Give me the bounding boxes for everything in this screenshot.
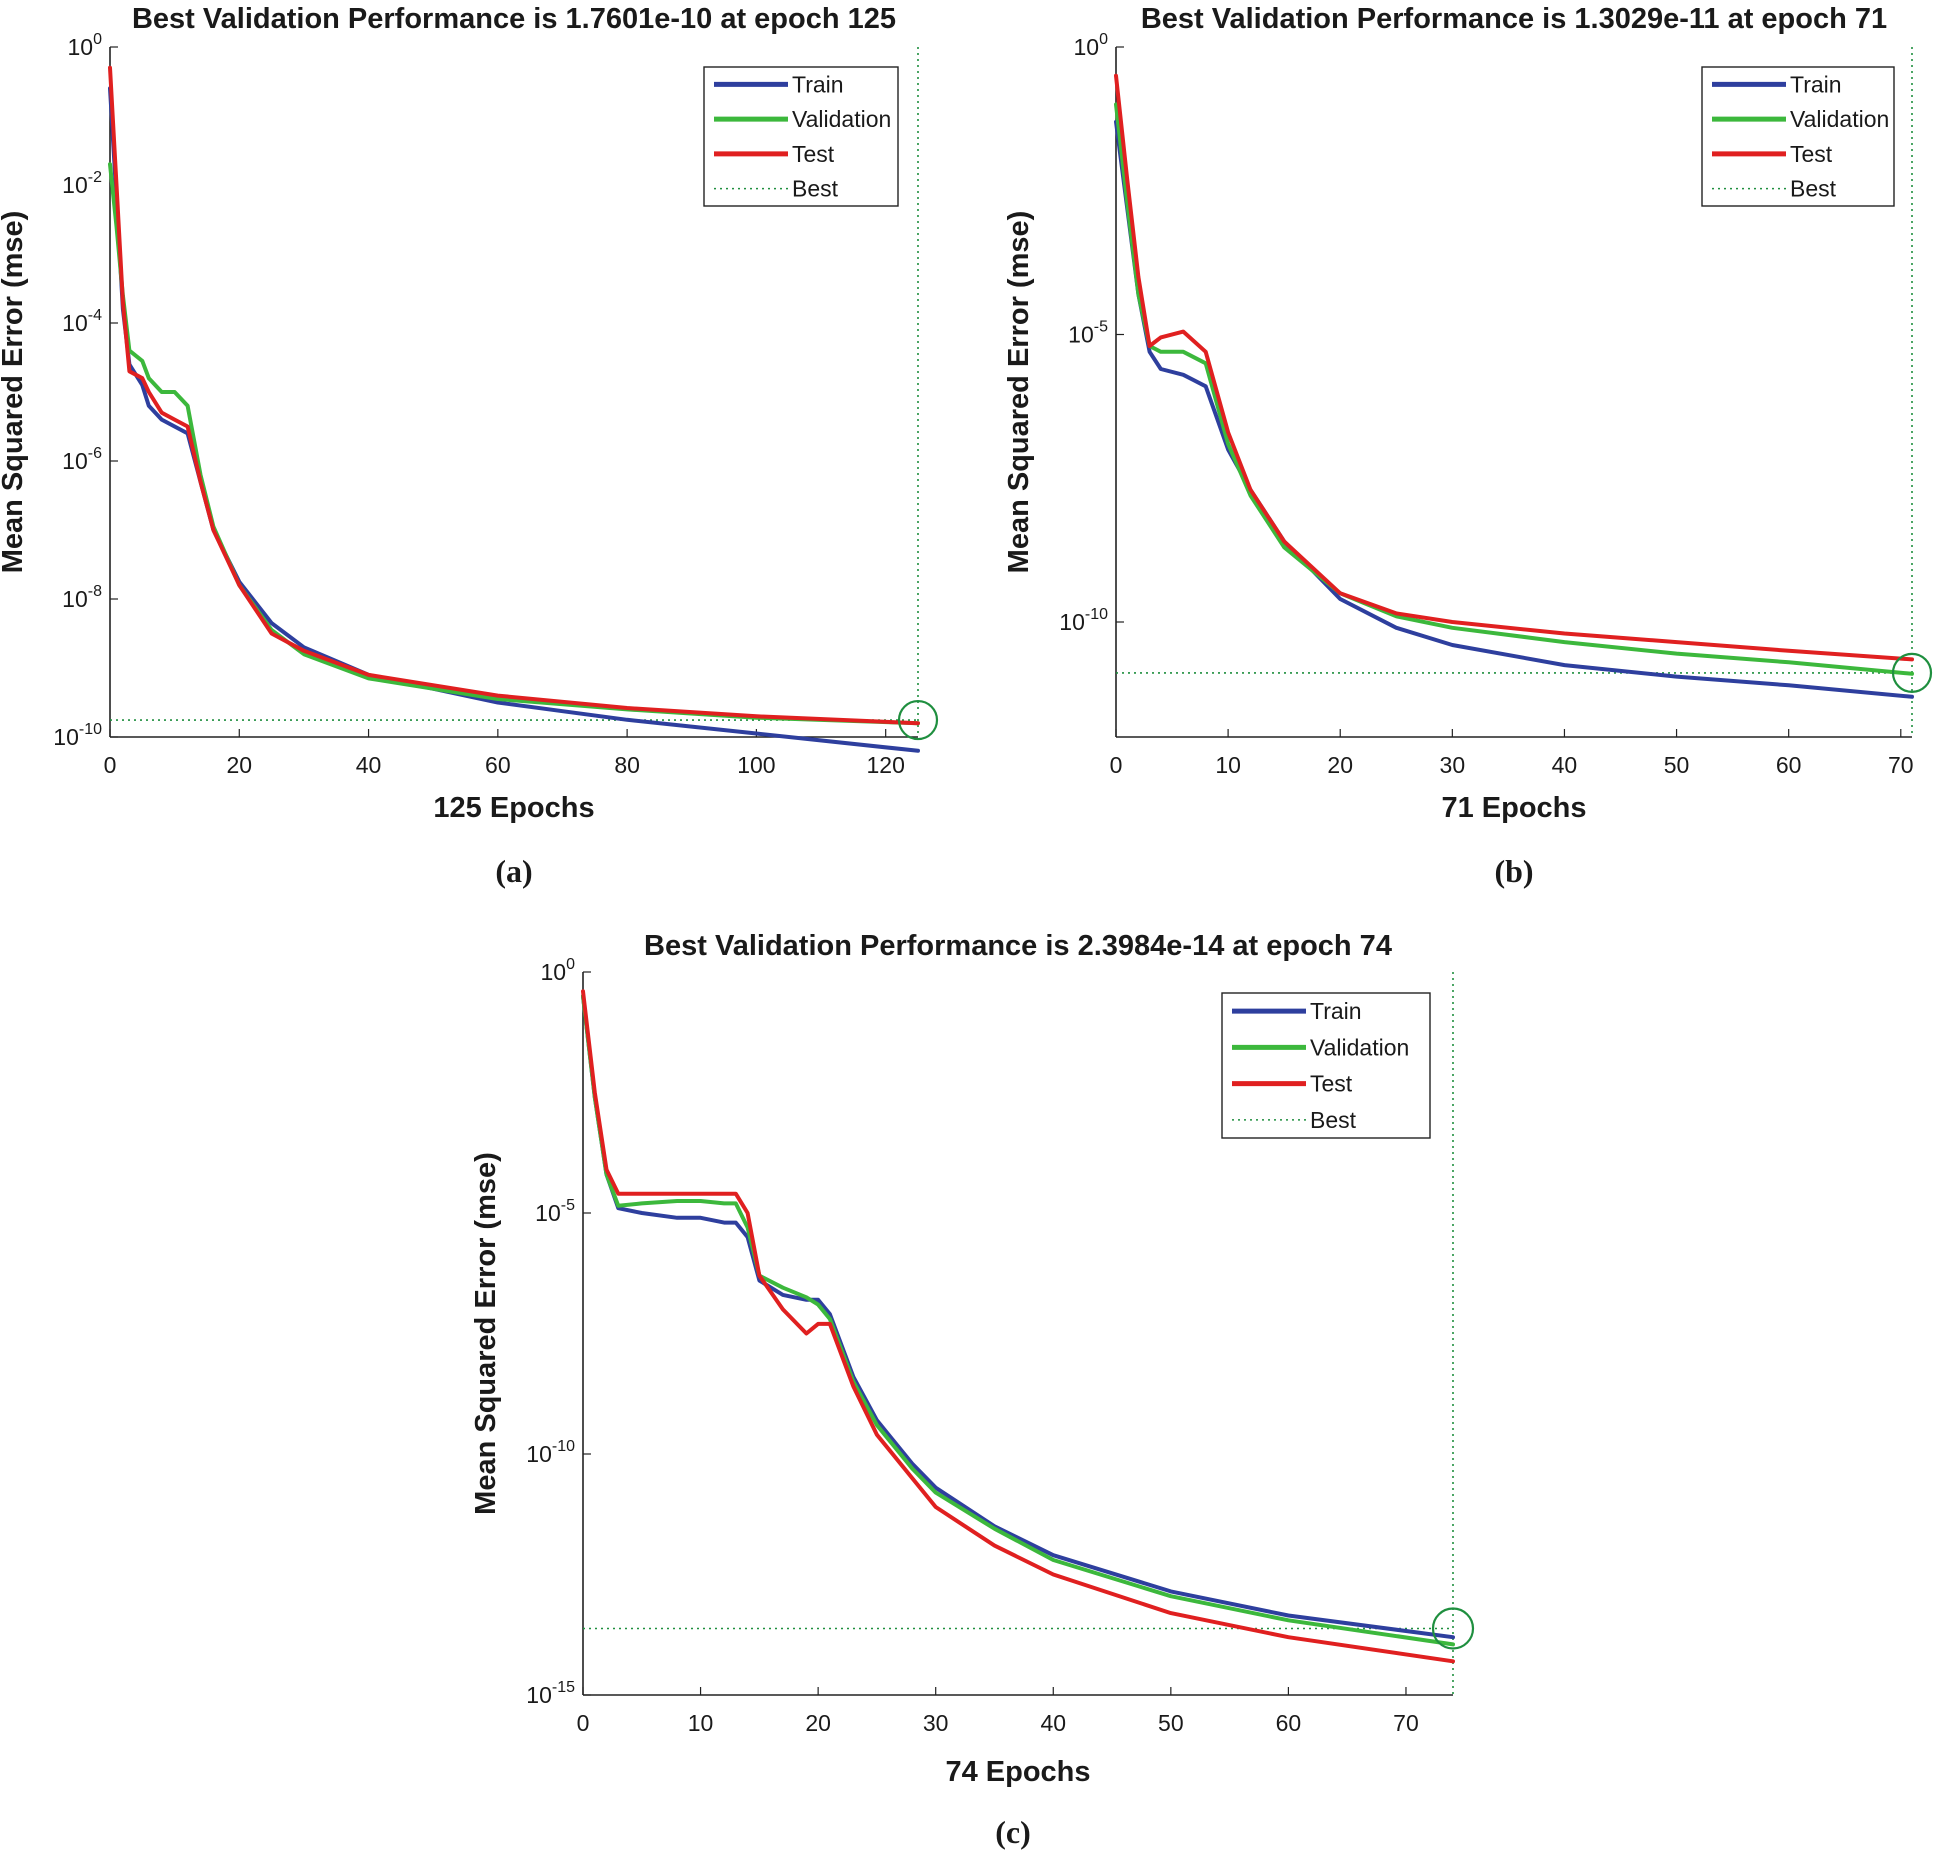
chart-c-legend-box xyxy=(1221,992,1431,1139)
chart-a-y-axis-label: Mean Squared Error (mse) xyxy=(0,211,29,574)
chart-a-y-tick-label: 10-10 xyxy=(53,721,102,750)
chart-c-x-tick-label: 0 xyxy=(577,1710,590,1736)
chart-c-x-tick-label: 50 xyxy=(1158,1710,1184,1736)
chart-c-y-tick-label: 10-5 xyxy=(535,1197,575,1226)
chart-a-legend-box xyxy=(703,66,899,207)
chart-a-legend-label-validation: Validation xyxy=(792,106,891,132)
chart-c-series-validation xyxy=(581,994,1455,1647)
chart-b-x-tick-label: 20 xyxy=(1327,752,1353,778)
chart-c-x-tick-label: 30 xyxy=(923,1710,949,1736)
chart-c-legend-label-validation: Validation xyxy=(1310,1034,1409,1060)
chart-c-legend-label-train: Train xyxy=(1310,998,1362,1024)
chart-b-legend-label-best: Best xyxy=(1790,176,1837,202)
chart-a-x-tick-label: 20 xyxy=(226,752,252,778)
chart-a-x-tick-label: 60 xyxy=(485,752,511,778)
chart-a-y-tick-label: 10-2 xyxy=(62,169,102,198)
chart-c-x-tick-label: 20 xyxy=(805,1710,831,1736)
chart-b-x-tick-label: 30 xyxy=(1440,752,1466,778)
chart-b-y-tick-label: 100 xyxy=(1074,31,1109,60)
chart-a-legend-label-train: Train xyxy=(792,71,844,97)
chart-b-y-tick-label: 10-10 xyxy=(1059,606,1108,635)
chart-a-x-tick-label: 40 xyxy=(356,752,382,778)
chart-a-x-tick-label: 100 xyxy=(737,752,775,778)
chart-b-y-tick-label: 10-5 xyxy=(1068,319,1108,348)
chart-a-caption: (a) xyxy=(495,853,532,889)
chart-b-series-train xyxy=(1114,119,1914,699)
chart-b-legend-label-train: Train xyxy=(1790,71,1842,97)
chart-a-legend-label-test: Test xyxy=(792,141,835,167)
chart-b-title: Best Validation Performance is 1.3029e-1… xyxy=(1141,3,1887,35)
chart-c-title: Best Validation Performance is 2.3984e-1… xyxy=(644,930,1392,962)
chart-a-legend-label-best: Best xyxy=(792,176,839,202)
chart-c-legend-label-best: Best xyxy=(1310,1107,1357,1133)
chart-c-x-axis-label: 74 Epochs xyxy=(945,1756,1090,1788)
chart-a-title: Best Validation Performance is 1.7601e-1… xyxy=(132,3,896,35)
chart-b-series-test xyxy=(1114,73,1914,662)
chart-b-caption: (b) xyxy=(1494,853,1533,889)
chart-b-y-axis-label: Mean Squared Error (mse) xyxy=(1003,211,1035,574)
chart-b-x-axis-label: 71 Epochs xyxy=(1441,792,1586,824)
chart-c-series-test xyxy=(581,989,1455,1664)
chart-a-y-tick-label: 10-8 xyxy=(62,583,102,612)
chart-c-y-tick-label: 100 xyxy=(541,956,576,985)
chart-c-legend-label-test: Test xyxy=(1310,1071,1353,1097)
chart-c-x-tick-label: 60 xyxy=(1276,1710,1302,1736)
chart-c-series-train xyxy=(581,994,1455,1640)
chart-panel-a: Best Validation Performance is 1.7601e-1… xyxy=(0,3,939,889)
chart-panel-c: Best Validation Performance is 2.3984e-1… xyxy=(470,930,1475,1850)
chart-c-x-tick-label: 40 xyxy=(1040,1710,1066,1736)
chart-a-x-axis-label: 125 Epochs xyxy=(433,792,594,824)
chart-a-y-tick-label: 100 xyxy=(68,31,103,60)
chart-b-x-tick-label: 10 xyxy=(1215,752,1241,778)
chart-b-x-tick-label: 40 xyxy=(1552,752,1578,778)
chart-c-best-marker xyxy=(1431,1607,1475,1650)
chart-c-y-tick-label: 10-15 xyxy=(526,1679,575,1708)
chart-a-y-tick-label: 10-6 xyxy=(62,445,102,474)
chart-a-best-marker xyxy=(897,699,939,741)
chart-b-legend-box xyxy=(1701,66,1895,207)
chart-a-x-tick-label: 120 xyxy=(866,752,904,778)
chart-a-x-tick-label: 80 xyxy=(614,752,640,778)
chart-a-series-validation xyxy=(108,162,920,726)
chart-c-y-axis-label: Mean Squared Error (mse) xyxy=(470,1152,502,1515)
chart-b-legend-label-test: Test xyxy=(1790,141,1833,167)
chart-c-caption: (c) xyxy=(995,1814,1031,1850)
chart-b-x-tick-label: 50 xyxy=(1664,752,1690,778)
chart-b-x-tick-label: 60 xyxy=(1776,752,1802,778)
chart-panel-b: Best Validation Performance is 1.3029e-1… xyxy=(1003,3,1933,889)
chart-b-x-tick-label: 70 xyxy=(1888,752,1914,778)
chart-a-series-test xyxy=(108,65,920,726)
chart-a-y-tick-label: 10-4 xyxy=(62,307,102,336)
chart-a-x-tick-label: 0 xyxy=(104,752,117,778)
chart-b-legend-label-validation: Validation xyxy=(1790,106,1889,132)
chart-c-x-tick-label: 70 xyxy=(1393,1710,1419,1736)
chart-b-x-tick-label: 0 xyxy=(1110,752,1123,778)
chart-c-x-tick-label: 10 xyxy=(688,1710,714,1736)
chart-b-best-marker xyxy=(1891,652,1933,693)
chart-c-y-tick-label: 10-10 xyxy=(526,1438,575,1467)
